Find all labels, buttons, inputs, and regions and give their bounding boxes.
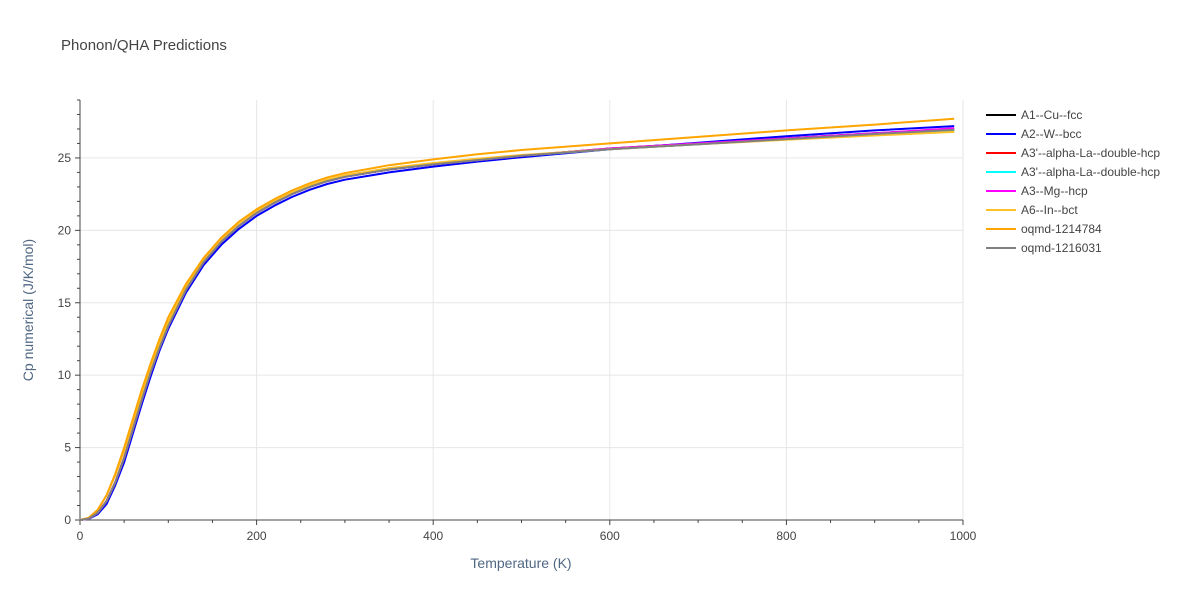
legend-label: A6--In--bct	[1021, 203, 1078, 217]
grid-lines	[80, 100, 964, 520]
legend-label: A3'--alpha-La--double-hcp	[1021, 165, 1160, 179]
series-line	[79, 128, 955, 521]
x-tick-label: 800	[776, 529, 796, 543]
legend-label: oqmd-1214784	[1021, 222, 1102, 236]
y-tick-label: 25	[58, 151, 72, 165]
legend-item[interactable]: A3'--alpha-La--double-hcp	[986, 165, 1160, 179]
series-line	[79, 129, 955, 521]
x-tick-label: 600	[600, 529, 620, 543]
y-axis-ticks: 0 5 10 15 20 25	[58, 99, 80, 527]
axes	[79, 100, 963, 521]
series-line	[79, 130, 955, 521]
legend-item[interactable]: A1--Cu--fcc	[986, 108, 1082, 122]
y-tick-label: 20	[58, 223, 72, 237]
legend-item[interactable]: oqmd-1216031	[986, 241, 1102, 255]
chart-title: Phonon/QHA Predictions	[61, 37, 227, 54]
x-axis-ticks: 0 200 400 600 800 1000	[77, 520, 977, 543]
x-tick-label: 200	[247, 529, 267, 543]
series-line	[79, 117, 955, 521]
legend[interactable]: A1--Cu--fcc A2--W--bcc A3'--alpha-La--doub…	[986, 108, 1160, 255]
x-tick-label: 1000	[950, 529, 977, 543]
y-tick-label: 10	[58, 368, 72, 382]
y-axis-label: Cp numerical (J/K/mol)	[20, 239, 36, 381]
x-axis-label: Temperature (K)	[470, 555, 571, 571]
y-tick-label: 15	[58, 296, 72, 310]
x-tick-label: 0	[77, 529, 84, 543]
legend-label: A2--W--bcc	[1021, 127, 1081, 141]
legend-label: A1--Cu--fcc	[1021, 108, 1082, 122]
series-line	[79, 129, 955, 521]
legend-item[interactable]: oqmd-1214784	[986, 222, 1102, 236]
series-line	[79, 127, 955, 521]
y-tick-label: 5	[64, 441, 71, 455]
legend-label: oqmd-1216031	[1021, 241, 1102, 255]
legend-item[interactable]: A6--In--bct	[986, 203, 1078, 217]
legend-item[interactable]: A3'--alpha-La--double-hcp	[986, 146, 1160, 160]
series-lines	[79, 117, 955, 521]
series-line	[79, 125, 955, 521]
legend-item[interactable]: A3--Mg--hcp	[986, 184, 1088, 198]
legend-label: A3'--alpha-La--double-hcp	[1021, 146, 1160, 160]
y-tick-label: 0	[64, 513, 71, 527]
legend-item[interactable]: A2--W--bcc	[986, 127, 1081, 141]
x-tick-label: 400	[423, 529, 443, 543]
series-line	[79, 128, 955, 521]
legend-label: A3--Mg--hcp	[1021, 184, 1088, 198]
